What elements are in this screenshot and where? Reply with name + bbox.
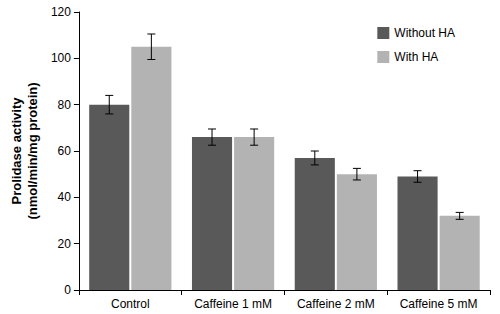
svg-text:Caffeine 2 mM: Caffeine 2 mM <box>297 297 375 311</box>
svg-text:Caffeine 1 mM: Caffeine 1 mM <box>194 297 272 311</box>
svg-text:80: 80 <box>58 98 72 112</box>
svg-text:20: 20 <box>58 237 72 251</box>
svg-text:60: 60 <box>58 144 72 158</box>
svg-text:Control: Control <box>111 297 150 311</box>
svg-text:Caffeine 5 mM: Caffeine 5 mM <box>400 297 478 311</box>
svg-text:120: 120 <box>51 5 71 19</box>
svg-text:With HA: With HA <box>394 50 438 64</box>
svg-text:(nmol/min/mg protein): (nmol/min/mg protein) <box>25 82 40 219</box>
svg-text:0: 0 <box>64 283 71 297</box>
svg-text:40: 40 <box>58 190 72 204</box>
svg-text:Without HA: Without HA <box>394 26 455 40</box>
svg-text:Prolidase activity: Prolidase activity <box>9 97 24 205</box>
svg-text:100: 100 <box>51 51 71 65</box>
